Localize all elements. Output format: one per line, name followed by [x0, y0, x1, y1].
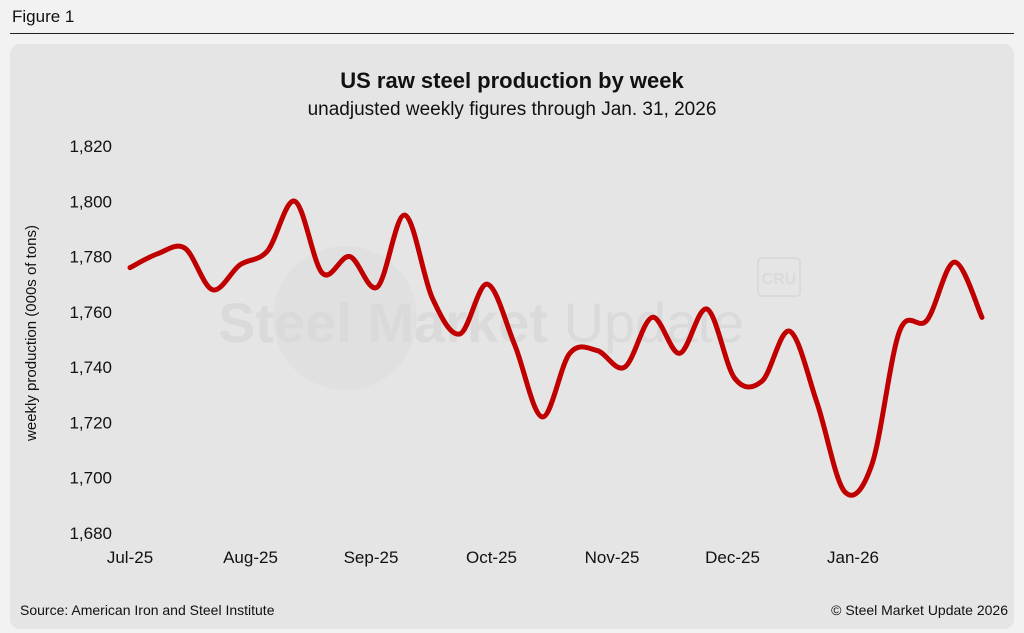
x-tick-label: Aug-25 — [223, 548, 278, 567]
figure-label: Figure 1 — [12, 7, 75, 26]
x-tick-label: Nov-25 — [585, 548, 640, 567]
x-tick-label: Sep-25 — [344, 548, 399, 567]
watermark-text-bold: Steel Market — [218, 291, 548, 354]
figure-divider — [10, 33, 1014, 34]
y-tick-label: 1,720 — [69, 413, 112, 432]
y-axis-ticks: 1,680 1,700 1,720 1,740 1,760 1,780 1,800 1,820 — [69, 137, 112, 543]
chart-title: US raw steel production by week — [340, 68, 684, 93]
source-note: Source: American Iron and Steel Institut… — [20, 602, 275, 618]
y-tick-label: 1,780 — [69, 248, 112, 267]
x-tick-label: Jul-25 — [107, 548, 153, 567]
y-tick-label: 1,680 — [69, 524, 112, 543]
watermark: Steel Market Update CRU — [218, 246, 801, 390]
x-tick-label: Jan-26 — [827, 548, 879, 567]
copyright-note: © Steel Market Update 2026 — [831, 602, 1008, 618]
y-tick-label: 1,700 — [69, 469, 112, 488]
y-tick-label: 1,820 — [69, 137, 112, 156]
x-axis-ticks: Jul-25 Aug-25 Sep-25 Oct-25 Nov-25 Dec-25 Jan-… — [107, 548, 879, 567]
chart-subtitle: unadjusted weekly figures through Jan. 3… — [308, 99, 717, 120]
svg-text:Steel Market Update: Steel Market Update — [218, 291, 744, 354]
series-line — [127, 198, 985, 498]
x-tick-label: Oct-25 — [466, 548, 517, 567]
x-tick-label: Dec-25 — [705, 548, 760, 567]
y-tick-label: 1,760 — [69, 303, 112, 322]
y-tick-label: 1,800 — [69, 192, 112, 211]
y-axis-label: weekly production (000s of tons) — [23, 225, 40, 442]
y-tick-label: 1,740 — [69, 358, 112, 377]
cru-badge-icon — [757, 257, 801, 297]
series-layer — [127, 198, 985, 498]
cru-badge-text: CRU — [762, 271, 797, 288]
